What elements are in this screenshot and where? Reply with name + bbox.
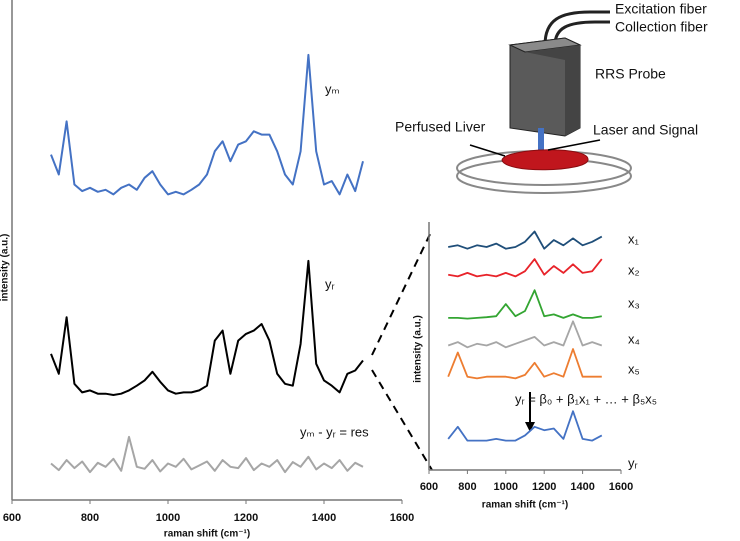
- x-tick-label: 1000: [494, 481, 518, 493]
- zoom-line: [371, 229, 433, 356]
- spectrum-line: [447, 348, 602, 380]
- series-label: x₄: [628, 331, 640, 346]
- series-label: yₘ - yᵣ = res: [300, 424, 369, 439]
- x-tick-label: 1000: [156, 512, 180, 524]
- series-label: yₘ: [325, 81, 340, 96]
- y-axis-label: intensity (a.u.): [413, 315, 424, 383]
- x-tick-label: 1400: [312, 512, 336, 524]
- probe-label: RRS Probe: [595, 66, 666, 82]
- spectrum-line: [448, 258, 603, 278]
- series-label: x₂: [628, 262, 640, 277]
- x-tick-label: 600: [420, 481, 438, 493]
- spectrum-line: [50, 53, 364, 196]
- spectrum-line: [447, 410, 603, 442]
- spectrum-line: [447, 320, 603, 349]
- x-tick-label: 1600: [390, 512, 414, 524]
- x-tick-label: 1600: [609, 481, 633, 493]
- spectrum-line: [50, 259, 364, 396]
- series-label: x₁: [628, 231, 640, 246]
- y-axis-label: intensity (a.u.): [0, 234, 11, 302]
- x-tick-label: 800: [458, 481, 476, 493]
- x-tick-label: 600: [3, 512, 21, 524]
- spectrum-line: [448, 289, 602, 320]
- probe-diagram: Excitation fiber Collection fiber RRS Pr…: [395, 1, 708, 194]
- excitation-fiber-line: [543, 10, 610, 46]
- probe-side: [525, 45, 580, 136]
- x-axis-label: raman shift (cm⁻¹): [164, 529, 250, 540]
- x-axis-label: raman shift (cm⁻¹): [482, 500, 568, 511]
- x-tick-label: 1400: [570, 481, 594, 493]
- collection-fiber-label: Collection fiber: [615, 19, 708, 35]
- liver-pointer: [469, 144, 506, 157]
- excitation-fiber-label: Excitation fiber: [615, 1, 707, 17]
- series-label: yᵣ: [628, 455, 638, 470]
- equation: yᵣ = β₀ + β₁x₁ + … + β₅x₅: [515, 391, 657, 406]
- laser-label: Laser and Signal: [593, 122, 698, 138]
- laser-beam: [538, 128, 544, 154]
- spectrum-line: [50, 435, 364, 474]
- arrow-head: [525, 422, 535, 432]
- x-tick-label: 1200: [234, 512, 258, 524]
- x-tick-label: 1200: [532, 481, 556, 493]
- liver-label: Perfused Liver: [395, 119, 486, 135]
- laser-pointer: [547, 139, 601, 151]
- series-label: yᵣ: [325, 276, 335, 291]
- x-tick-label: 800: [81, 512, 99, 524]
- liver: [501, 149, 589, 171]
- spectrum-line: [448, 230, 603, 250]
- series-label: x₃: [628, 295, 640, 310]
- zoom-line: [371, 369, 433, 471]
- series-label: x₅: [628, 361, 640, 376]
